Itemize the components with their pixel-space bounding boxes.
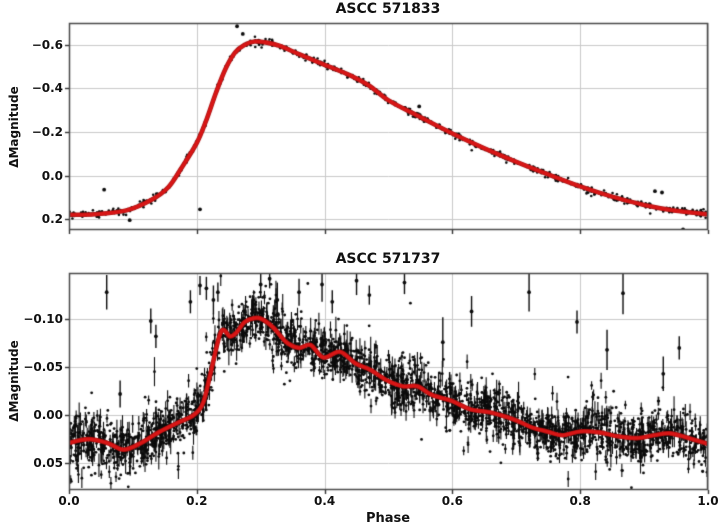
top-plot-y-tick-label: 0.0 <box>41 168 63 183</box>
top-plot-y-tick-label: 0.2 <box>41 212 63 227</box>
bottom-plot-y-tick-label: −0.10 <box>23 312 63 327</box>
bottom-plot-y-tick-label: 0.05 <box>33 456 63 471</box>
bottom-plot-title: ASCC 571737 <box>335 251 441 267</box>
bottom-plot-y-tick-label: 0.00 <box>33 408 63 423</box>
top-plot-title: ASCC 571833 <box>335 1 441 17</box>
top-plot-y-tick-label: −0.6 <box>31 37 63 52</box>
bottom-plot-y-tick-label: −0.05 <box>23 360 63 375</box>
top-plot-y-tick-label: −0.2 <box>31 124 63 139</box>
x-tick-label: 0.6 <box>441 494 464 508</box>
x-axis-label: Phase <box>365 511 411 526</box>
x-tick-label: 0.8 <box>569 494 591 508</box>
x-tick-label: 0.0 <box>58 494 80 508</box>
x-tick-label: 1.0 <box>697 494 719 508</box>
x-tick-label: 0.2 <box>186 494 208 508</box>
x-tick-label: 0.4 <box>313 494 336 508</box>
top-plot-y-tick-label: −0.4 <box>31 81 63 96</box>
